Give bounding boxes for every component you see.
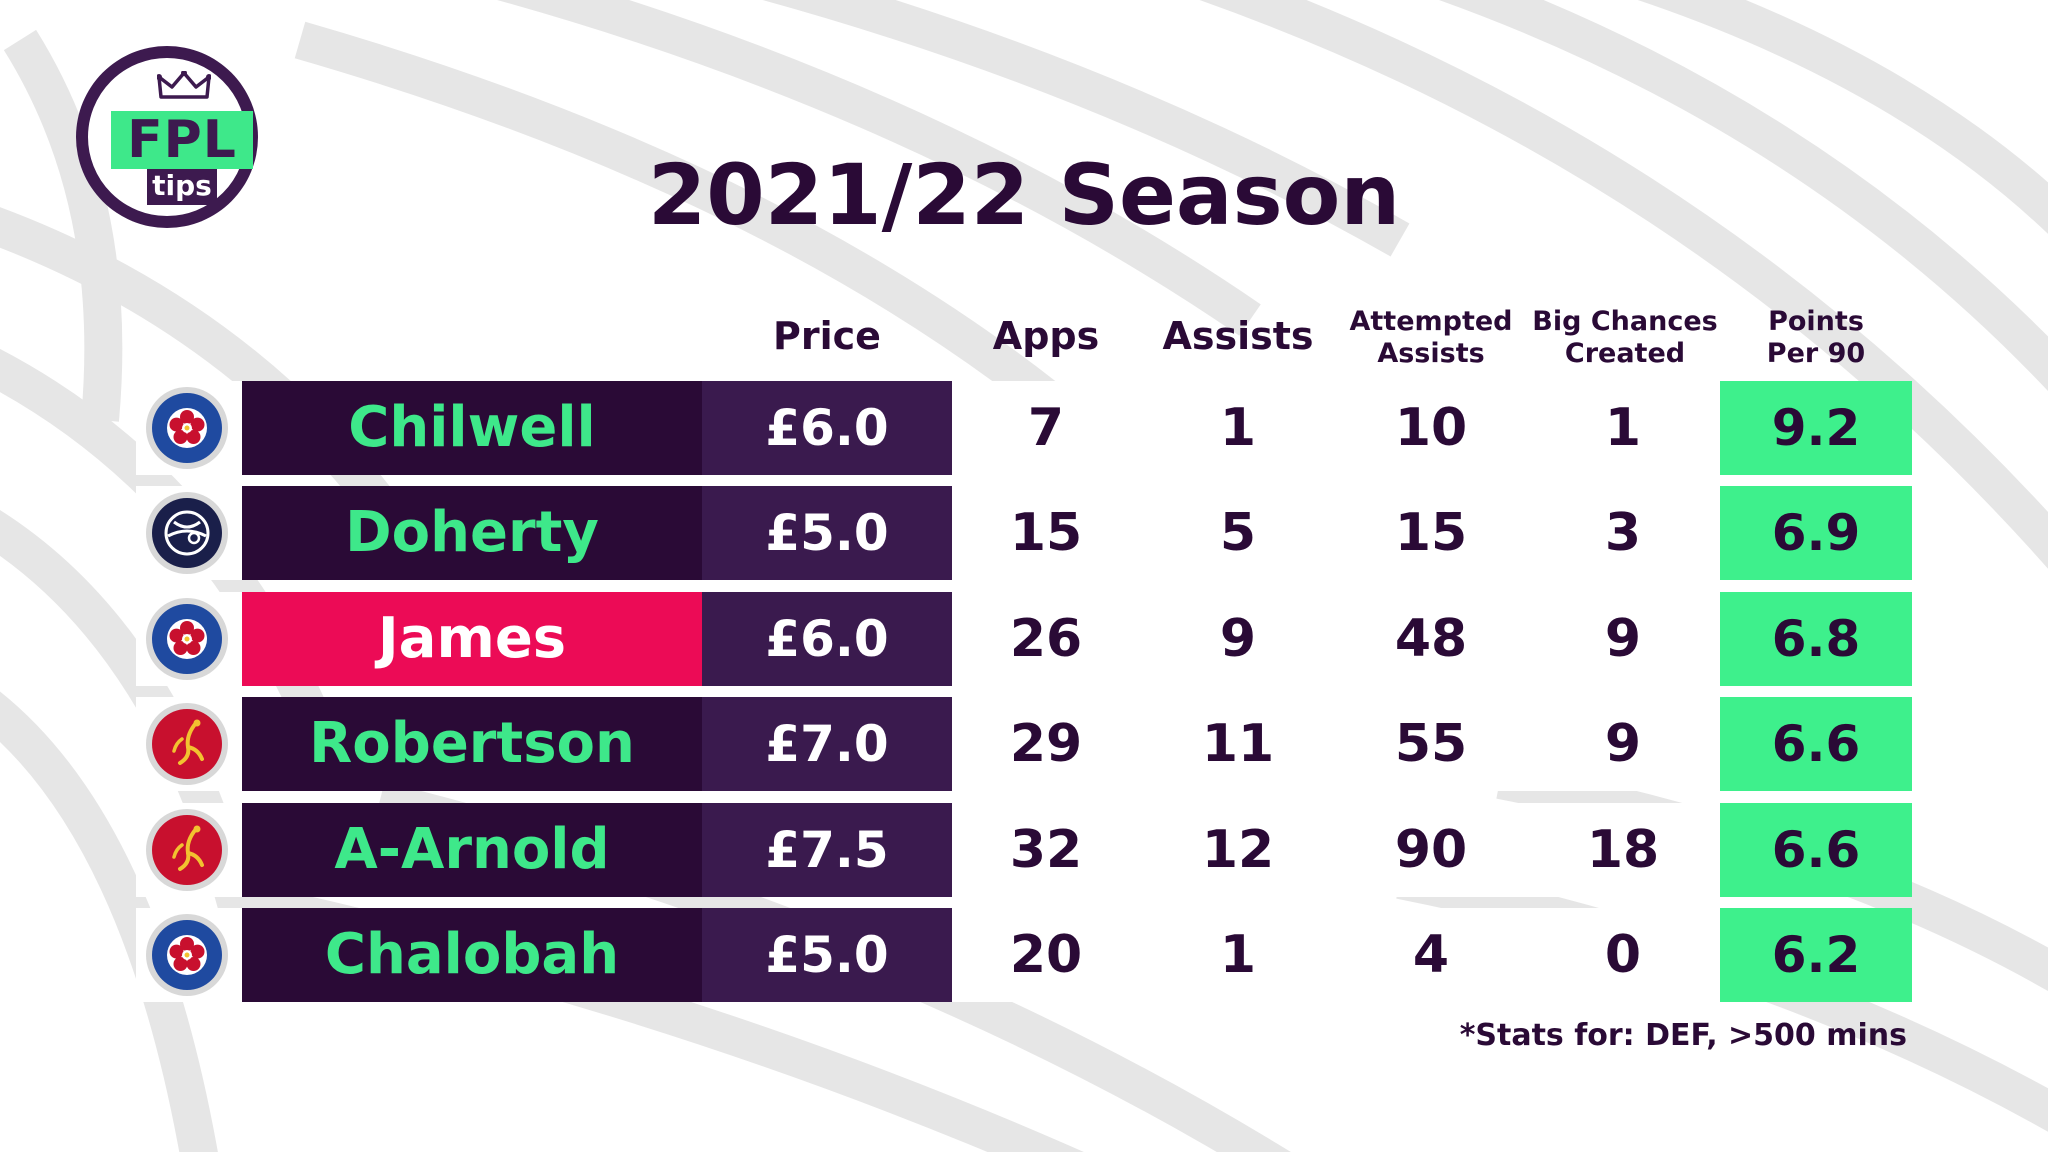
column-header-assists: Assists [1162,314,1314,358]
club-badge [146,492,228,574]
column-header-attempted-assists-line2: Assists [1377,338,1485,369]
attempted-assists-value: 15 [1394,503,1468,563]
table-row: Robertson £7.0 29 11 55 9 6.6 [136,697,1912,791]
logo-fpl-text: FPL [111,111,253,169]
player-name-highlighted: James [242,592,702,686]
points-per-90-value: 6.8 [1720,592,1912,686]
big-chances-value: 1 [1604,398,1642,458]
player-price: £7.0 [702,697,952,791]
column-header-attempted-assists: Attempted Assists [1346,306,1516,370]
apps-value: 32 [1009,820,1083,880]
apps-value: 15 [1009,503,1083,563]
column-header-points-per-90-line1: Points [1768,306,1864,337]
column-header-price: Price [773,314,881,358]
attempted-assists-value: 55 [1394,714,1468,774]
assists-value: 1 [1219,398,1257,458]
big-chances-value: 9 [1604,714,1642,774]
player-name: Doherty [242,486,702,580]
player-price: £5.0 [702,486,952,580]
assists-value: 11 [1201,714,1275,774]
points-per-90-value: 6.6 [1720,697,1912,791]
attempted-assists-value: 4 [1412,925,1450,985]
table-row: Doherty £5.0 15 5 15 3 6.9 [136,486,1912,580]
assists-value: 9 [1219,609,1257,669]
assists-value: 5 [1219,503,1257,563]
fpl-tips-logo: FPL tips [76,46,258,228]
apps-value: 29 [1009,714,1083,774]
big-chances-value: 3 [1604,503,1642,563]
column-header-big-chances-line2: Created [1564,338,1686,369]
stats-footnote: *Stats for: DEF, >500 mins [1459,1018,1907,1053]
club-badge [146,809,228,891]
attempted-assists-value: 48 [1394,609,1468,669]
attempted-assists-value: 10 [1394,398,1468,458]
player-price: £6.0 [702,381,952,475]
points-per-90-value: 9.2 [1720,381,1912,475]
apps-value: 20 [1009,925,1083,985]
assists-value: 1 [1219,925,1257,985]
player-name: Robertson [242,697,702,791]
player-name: Chalobah [242,908,702,1002]
points-per-90-value: 6.6 [1720,803,1912,897]
points-per-90-value: 6.2 [1720,908,1912,1002]
club-badge [146,598,228,680]
club-badge [146,914,228,996]
player-price: £6.0 [702,592,952,686]
player-price: £7.5 [702,803,952,897]
liverpool-crest-icon [152,815,222,885]
club-badge [146,703,228,785]
attempted-assists-value: 90 [1394,820,1468,880]
column-header-big-chances-line1: Big Chances [1532,306,1718,337]
liverpool-crest-icon [152,709,222,779]
apps-value: 26 [1009,609,1083,669]
big-chances-value: 9 [1604,609,1642,669]
points-per-90-value: 6.9 [1720,486,1912,580]
player-name: Chilwell [242,381,702,475]
chelsea-crest-icon [152,604,222,674]
logo-tips-text: tips [147,169,217,205]
column-header-attempted-assists-line1: Attempted [1349,306,1513,337]
page-title: 2021/22 Season [647,146,1401,244]
logo-ring: FPL tips [88,58,253,216]
table-row: Chalobah £5.0 20 1 4 0 6.2 [136,908,1912,1002]
club-badge [146,387,228,469]
player-price: £5.0 [702,908,952,1002]
assists-value: 12 [1201,820,1275,880]
table-row: James £6.0 26 9 48 9 6.8 [136,592,1912,686]
tottenham-crest-icon [152,498,222,568]
column-header-big-chances: Big Chances Created [1525,306,1725,370]
big-chances-value: 0 [1604,925,1642,985]
big-chances-value: 18 [1586,820,1660,880]
column-header-apps: Apps [992,314,1100,358]
column-header-points-per-90: Points Per 90 [1720,306,1912,370]
player-name: A-Arnold [242,803,702,897]
table-row: A-Arnold £7.5 32 12 90 18 6.6 [136,803,1912,897]
chelsea-crest-icon [152,920,222,990]
column-header-points-per-90-line2: Per 90 [1766,338,1866,369]
chelsea-crest-icon [152,393,222,463]
crown-icon [157,71,211,99]
table-row: Chilwell £6.0 7 1 10 1 9.2 [136,381,1912,475]
apps-value: 7 [1027,398,1065,458]
